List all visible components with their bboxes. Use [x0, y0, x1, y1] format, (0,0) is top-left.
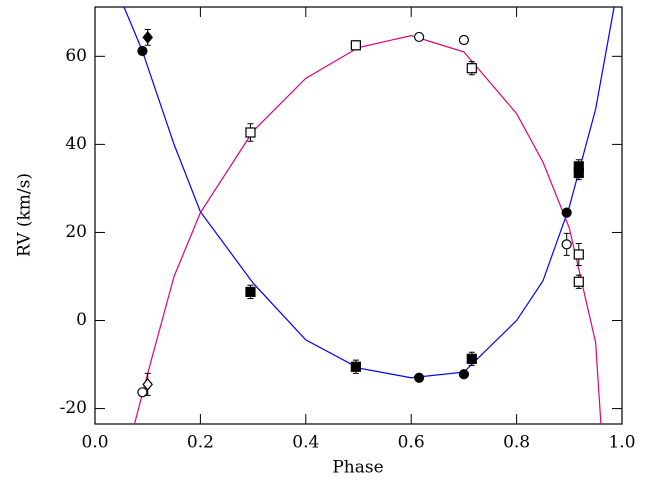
data-point [466, 353, 477, 364]
data-point [245, 127, 256, 138]
fit-curve [123, 7, 615, 379]
data-point [137, 387, 148, 398]
x-tick-label: 1.0 [608, 433, 635, 453]
x-tick-label: 0.8 [503, 433, 530, 453]
data-point [142, 30, 153, 44]
data-point [561, 239, 572, 250]
data-point [573, 167, 584, 179]
data-point [466, 63, 477, 74]
x-tick-label: 0.2 [187, 433, 214, 453]
plot-frame [94, 6, 623, 425]
y-tick-label: 0 [76, 310, 87, 330]
data-point [573, 276, 584, 287]
y-tick-label: 20 [65, 222, 87, 242]
x-tick-label: 0.0 [81, 433, 108, 453]
fit-curve [133, 35, 602, 424]
y-tick-label: 40 [65, 134, 87, 154]
data-point [458, 34, 469, 46]
plot-area [123, 7, 615, 424]
data-point [137, 45, 148, 57]
y-axis-label: RV (km/s) [15, 173, 35, 257]
x-tick-label: 0.4 [292, 433, 319, 453]
data-point [245, 286, 256, 297]
data-point [458, 369, 469, 380]
data-point [414, 31, 425, 43]
x-axis-label: Phase [332, 458, 383, 478]
data-point [561, 207, 572, 218]
data-point [142, 377, 153, 391]
y-tick-label: -20 [60, 398, 87, 418]
data-point [573, 249, 584, 260]
y-tick-label: 60 [65, 46, 87, 66]
data-point [414, 372, 425, 383]
data-point [350, 40, 361, 51]
x-tick-label: 0.6 [398, 433, 425, 453]
data-point [350, 361, 361, 372]
